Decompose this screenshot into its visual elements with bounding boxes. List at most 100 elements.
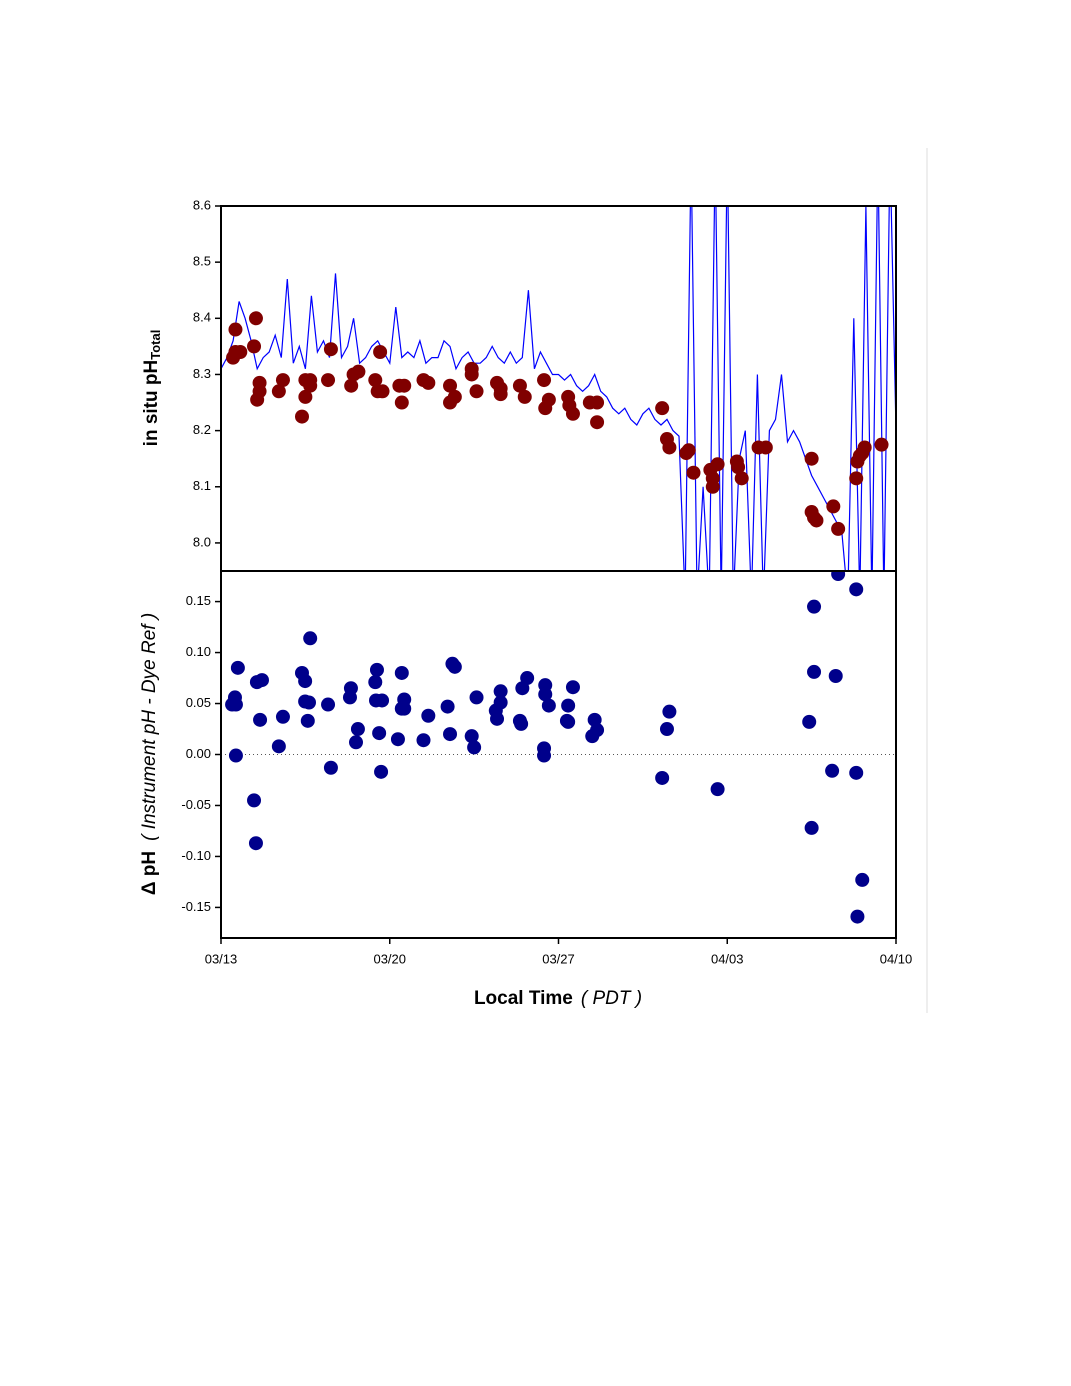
data-point (565, 406, 580, 421)
y-tick-label: 0.15 (186, 593, 211, 608)
y-tick-label: 0.05 (186, 695, 211, 710)
data-point (493, 695, 508, 710)
plot-frame (220, 205, 897, 572)
data-point (303, 373, 318, 388)
data-point (493, 381, 508, 396)
y-tick-label: 8.4 (193, 310, 211, 325)
data-point (342, 690, 357, 705)
data-point (416, 733, 431, 748)
plot-frame (220, 570, 897, 939)
data-point (686, 465, 701, 480)
data-point (390, 732, 405, 747)
data-point (681, 443, 696, 458)
y-tick-label: 8.1 (193, 478, 211, 493)
y-tick-label: 0.10 (186, 644, 211, 659)
data-point (351, 364, 366, 379)
y-tick-label: 8.6 (193, 197, 211, 212)
x-axis-label-main: Local Time (474, 988, 573, 1009)
data-point (855, 872, 870, 887)
data-point (368, 675, 383, 690)
data-point (373, 345, 388, 359)
data-point (541, 392, 556, 407)
data-point (590, 723, 605, 738)
data-point (590, 395, 605, 410)
data-point (807, 599, 822, 614)
y-axis-label-main: Δ pH (139, 851, 160, 895)
data-point (440, 699, 455, 714)
data-point (252, 384, 267, 399)
y-tick-label: -0.05 (181, 797, 211, 812)
data-point (271, 739, 286, 754)
data-point (298, 389, 313, 404)
plot-area (221, 571, 896, 924)
data-point (397, 378, 412, 393)
data-point (655, 401, 670, 416)
y-tick-label: -0.10 (181, 848, 211, 863)
data-point (443, 727, 458, 742)
data-point (374, 764, 389, 779)
data-point (537, 748, 552, 763)
data-point (565, 680, 580, 695)
data-point (849, 582, 864, 597)
x-axis-label-note: ( PDT ) (581, 988, 642, 1009)
data-point (421, 708, 436, 723)
data-point (275, 709, 290, 724)
data-point (493, 684, 508, 699)
x-tick-label: 04/03 (711, 951, 744, 966)
data-point (849, 765, 864, 780)
data-point (826, 499, 841, 514)
data-point (443, 378, 458, 393)
data-point (447, 659, 462, 674)
data-point (590, 415, 605, 430)
data-point (849, 471, 864, 486)
data-point (541, 698, 556, 713)
data-point (369, 662, 384, 677)
data-point (464, 729, 479, 744)
data-point (375, 384, 390, 399)
data-point (447, 389, 462, 404)
data-point (271, 384, 286, 399)
y-tick-label: 8.2 (193, 422, 211, 437)
data-point (710, 457, 725, 472)
data-point (300, 713, 315, 728)
data-point (464, 367, 479, 382)
data-point (349, 735, 363, 750)
data-point (228, 697, 243, 712)
y-axis-label: Δ pH ( Instrument pH - Dye Ref ) (139, 613, 160, 895)
data-point (561, 698, 576, 713)
data-point (809, 513, 824, 528)
data-point (705, 479, 720, 494)
data-point (662, 704, 677, 719)
data-point (517, 389, 532, 404)
y-tick-label: -0.15 (181, 899, 211, 914)
data-point (662, 440, 677, 455)
data-point (831, 571, 846, 582)
data-point (825, 763, 840, 778)
data-point (228, 322, 243, 337)
data-point (375, 693, 390, 708)
data-point (804, 451, 819, 466)
data-point (323, 342, 338, 357)
data-point (233, 345, 248, 359)
data-point (807, 664, 822, 679)
x-tick-label: 03/13 (205, 951, 238, 966)
data-point (230, 660, 245, 675)
data-point (490, 711, 505, 726)
data-point (344, 378, 359, 393)
data-point (394, 665, 409, 680)
y-tick-label: 8.0 (193, 534, 211, 549)
data-point (248, 311, 263, 326)
x-axis-label: Local Time ( PDT ) (474, 988, 642, 1009)
data-point (321, 373, 336, 388)
data-point (561, 714, 576, 729)
data-point (247, 339, 262, 354)
data-point (828, 669, 843, 684)
data-point (247, 793, 262, 808)
x-tick-label: 03/27 (542, 951, 575, 966)
data-point (831, 521, 846, 536)
x-tick-label: 03/20 (373, 951, 406, 966)
data-line (221, 206, 896, 571)
data-point (734, 471, 749, 486)
data-point (372, 726, 387, 741)
y-axis-label: in situ pHTotal (141, 330, 163, 447)
